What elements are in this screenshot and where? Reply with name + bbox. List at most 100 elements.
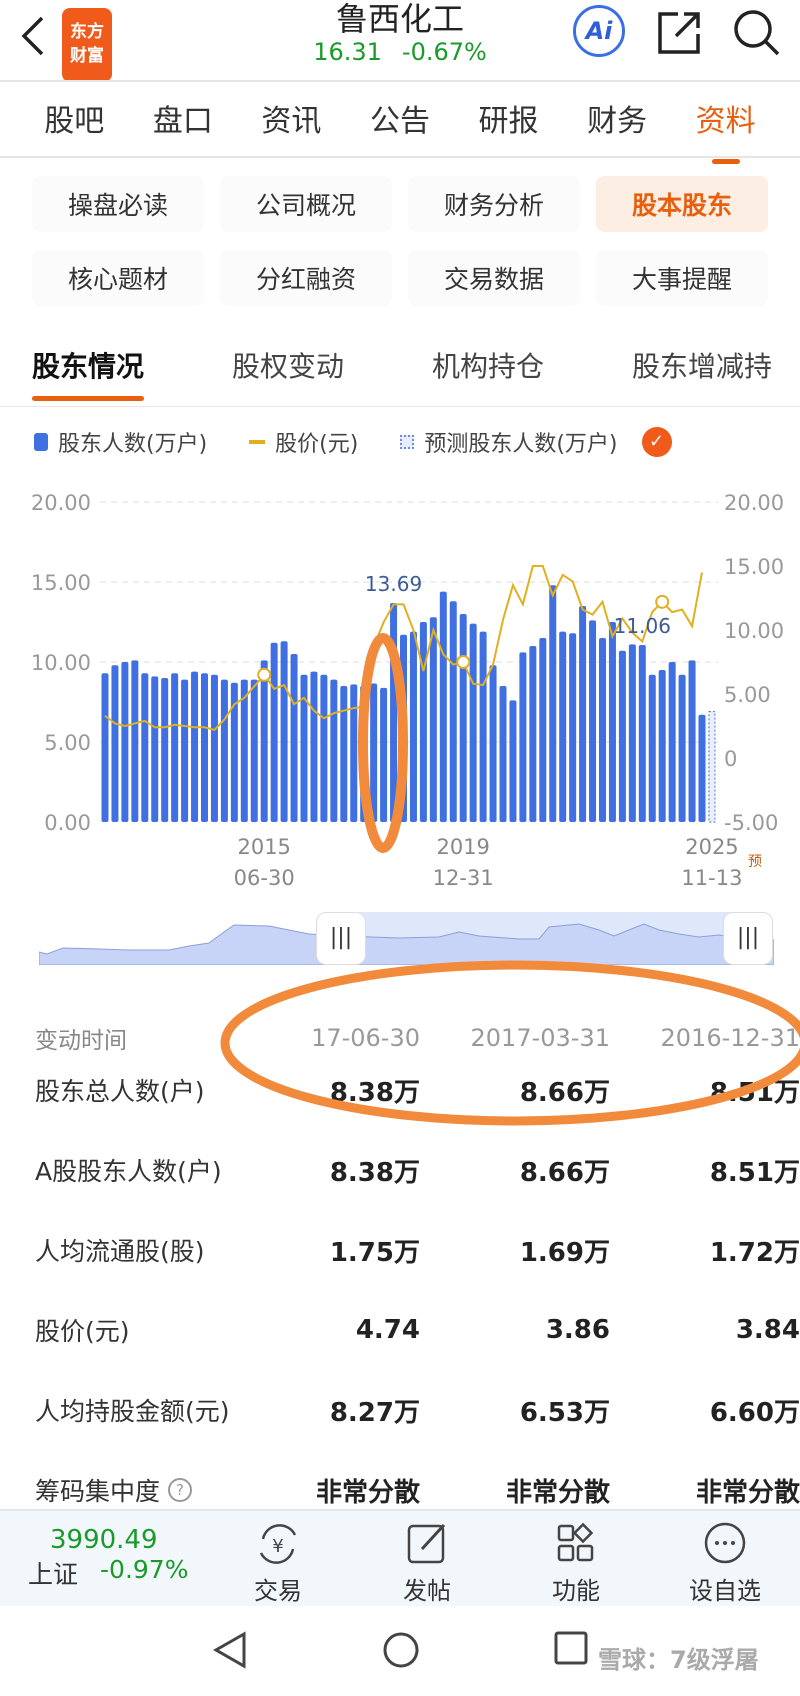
add-watchlist-button[interactable]: 设自选 xyxy=(675,1521,775,1606)
slider-handle-right[interactable]: ||| xyxy=(723,912,773,965)
chip-3[interactable]: 股本股东 xyxy=(596,176,768,232)
chip-5[interactable]: 分红融资 xyxy=(220,250,392,306)
price-marker[interactable] xyxy=(456,655,471,669)
bar[interactable] xyxy=(559,631,567,822)
bar[interactable] xyxy=(648,674,656,822)
bar[interactable] xyxy=(599,638,606,822)
bar[interactable] xyxy=(529,646,537,822)
share-button[interactable] xyxy=(656,10,702,58)
bar[interactable] xyxy=(380,687,388,822)
tab-2[interactable]: 资讯 xyxy=(261,104,322,139)
bar[interactable] xyxy=(350,684,358,822)
bar[interactable] xyxy=(260,660,268,822)
subtab-1[interactable]: 股权变动 xyxy=(231,350,344,383)
bar[interactable] xyxy=(101,673,109,822)
ai-button[interactable]: Ai xyxy=(573,5,625,57)
bar[interactable] xyxy=(181,679,189,822)
tab-4[interactable]: 研报 xyxy=(478,104,539,139)
bar[interactable] xyxy=(300,674,308,822)
bar[interactable] xyxy=(320,674,328,822)
tab-3[interactable]: 公告 xyxy=(369,104,430,139)
bar[interactable] xyxy=(499,686,507,822)
bar[interactable] xyxy=(479,631,487,822)
bar[interactable] xyxy=(608,622,616,822)
bar[interactable] xyxy=(330,679,338,822)
bar[interactable] xyxy=(439,591,447,822)
chip-7[interactable]: 大事提醒 xyxy=(596,250,768,306)
bar[interactable] xyxy=(400,634,407,822)
header-date[interactable]: 17-06-30 xyxy=(311,1024,420,1052)
nav-home-icon[interactable] xyxy=(381,1630,421,1670)
bar[interactable] xyxy=(409,631,417,822)
subtab-2[interactable]: 机构持仓 xyxy=(431,350,544,383)
bar[interactable] xyxy=(589,620,597,822)
bar[interactable] xyxy=(469,623,477,822)
header-date[interactable]: 2016-12-31 xyxy=(660,1024,800,1052)
bar[interactable] xyxy=(201,673,208,822)
slider-handle-left[interactable]: ||| xyxy=(316,912,366,965)
bar[interactable] xyxy=(290,654,298,822)
header-date[interactable]: 2017-03-31 xyxy=(470,1024,610,1052)
bar[interactable] xyxy=(459,614,467,822)
bar[interactable] xyxy=(250,679,258,822)
nav-recents-icon[interactable] xyxy=(553,1630,589,1666)
bar[interactable] xyxy=(141,673,149,822)
bar[interactable] xyxy=(579,606,587,822)
chip-2[interactable]: 财务分析 xyxy=(408,176,580,232)
bar[interactable] xyxy=(240,679,248,822)
bar[interactable] xyxy=(569,633,577,822)
tab-1[interactable]: 盘口 xyxy=(152,104,213,139)
bar[interactable] xyxy=(628,644,636,822)
bar[interactable] xyxy=(539,638,547,822)
bar[interactable] xyxy=(111,665,119,822)
chip-0[interactable]: 操盘必读 xyxy=(32,176,204,232)
search-button[interactable] xyxy=(732,8,782,62)
bar[interactable] xyxy=(131,660,139,822)
bar[interactable] xyxy=(340,686,348,822)
bar[interactable] xyxy=(519,652,527,822)
bar[interactable] xyxy=(220,679,228,822)
bar[interactable] xyxy=(429,617,437,822)
tab-5[interactable]: 财务 xyxy=(587,104,648,139)
bar[interactable] xyxy=(449,601,457,822)
bar[interactable] xyxy=(668,662,676,822)
tab-6[interactable]: 资料 xyxy=(696,88,756,164)
bar[interactable] xyxy=(489,665,497,822)
bar[interactable] xyxy=(678,674,686,822)
bar[interactable] xyxy=(419,622,427,822)
price-marker[interactable] xyxy=(655,594,670,609)
bar[interactable] xyxy=(688,660,696,822)
bar[interactable] xyxy=(390,602,398,822)
bar[interactable] xyxy=(509,700,517,822)
subtab-0[interactable]: 股东情况 xyxy=(32,345,145,401)
bar[interactable] xyxy=(370,683,378,822)
post-button[interactable]: 发帖 xyxy=(377,1521,477,1606)
forecast-bar[interactable] xyxy=(708,711,716,823)
subtab-3[interactable]: 股东增减持 xyxy=(631,350,772,383)
bar[interactable] xyxy=(549,585,557,822)
chip-6[interactable]: 交易数据 xyxy=(408,250,580,306)
bar[interactable] xyxy=(151,676,159,822)
bar[interactable] xyxy=(191,671,199,822)
bar[interactable] xyxy=(270,642,278,822)
legend-bars[interactable]: 股东人数(万户) xyxy=(58,432,208,457)
bar[interactable] xyxy=(280,641,288,822)
nav-back-icon[interactable] xyxy=(212,1630,248,1670)
legend-line[interactable]: 股价(元) xyxy=(275,432,359,457)
legend-forecast[interactable]: 预测股东人数(万户) xyxy=(424,432,618,457)
index-widget[interactable]: 3990.49 上证 -0.97% xyxy=(28,1525,218,1591)
bar[interactable] xyxy=(210,674,218,822)
chip-4[interactable]: 核心题材 xyxy=(32,250,204,306)
back-button[interactable] xyxy=(18,14,48,58)
tab-0[interactable]: 股吧 xyxy=(44,104,105,139)
bar[interactable] xyxy=(121,662,129,822)
help-icon[interactable]: ? xyxy=(168,1478,193,1502)
bar[interactable] xyxy=(638,645,646,822)
bar[interactable] xyxy=(698,714,706,822)
bar[interactable] xyxy=(230,682,238,822)
bar[interactable] xyxy=(171,673,179,822)
price-marker[interactable] xyxy=(257,667,272,682)
bar[interactable] xyxy=(658,670,666,822)
range-slider[interactable]: ||| ||| xyxy=(38,912,775,966)
functions-button[interactable]: 功能 xyxy=(526,1521,626,1606)
